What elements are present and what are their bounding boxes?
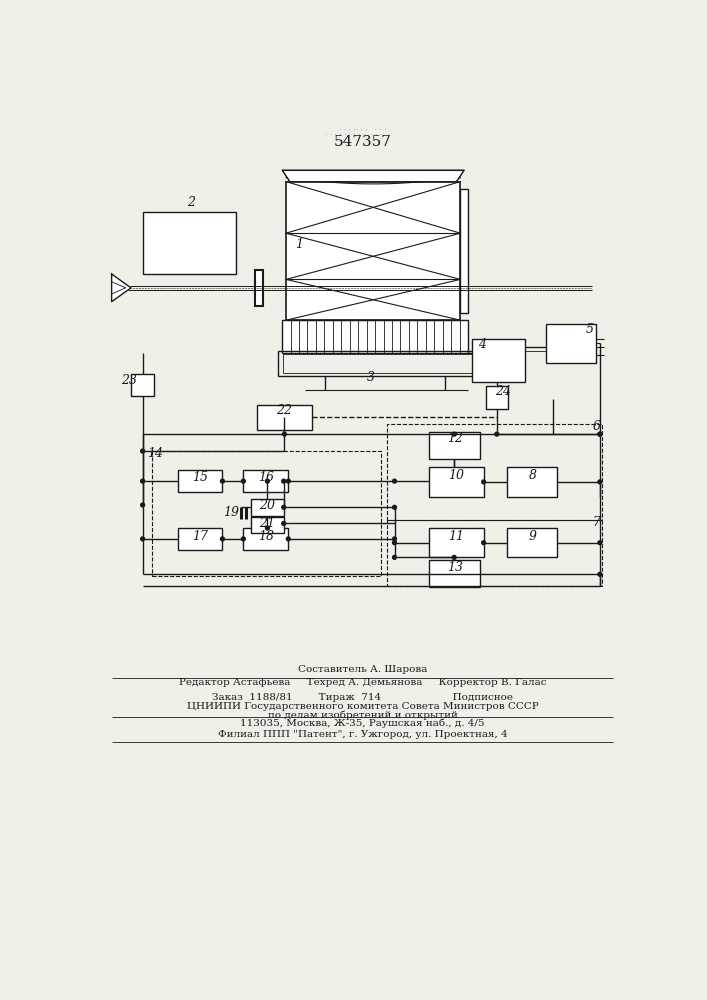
Text: Редактор Астафьева     Техред А. Демьянова     Корректор В. Галас: Редактор Астафьева Техред А. Демьянова К…	[179, 678, 547, 687]
Bar	[283, 354, 489, 373]
Circle shape	[265, 479, 269, 483]
Text: 3: 3	[367, 371, 375, 384]
Polygon shape	[112, 274, 131, 302]
Bar	[286, 182, 460, 320]
Bar	[507, 528, 557, 557]
Circle shape	[452, 432, 456, 436]
Text: 12: 12	[447, 432, 463, 445]
Bar	[387, 520, 602, 586]
Text: Составитель А. Шарова: Составитель А. Шарова	[298, 665, 428, 674]
Text: 9: 9	[528, 530, 537, 543]
Text: 22: 22	[276, 404, 293, 417]
Text: 13: 13	[447, 561, 463, 574]
Text: 17: 17	[192, 530, 208, 543]
Circle shape	[598, 480, 602, 484]
Circle shape	[598, 432, 602, 436]
Bar	[251, 499, 284, 516]
Bar	[243, 470, 288, 492]
Text: 15: 15	[192, 471, 208, 484]
Bar	[131, 374, 154, 396]
Bar	[177, 470, 223, 492]
Text: 14: 14	[147, 447, 163, 460]
Bar	[257, 405, 312, 430]
Text: ЦНИИПИ Государственного комитета Совета Министров СССР: ЦНИИПИ Государственного комитета Совета …	[187, 702, 539, 711]
Circle shape	[283, 432, 286, 436]
Bar	[152, 451, 380, 576]
Bar	[143, 212, 235, 274]
Circle shape	[221, 537, 224, 541]
Text: · · · · · · · · ·  · · ·: · · · · · · · · · · · ·	[325, 131, 382, 140]
Circle shape	[392, 541, 397, 545]
Circle shape	[281, 479, 286, 483]
Text: 11: 11	[448, 530, 464, 543]
Circle shape	[241, 479, 245, 483]
Bar	[486, 386, 508, 409]
Text: Филиал ППП "Патент", г. Ужгород, ул. Проектная, 4: Филиал ППП "Патент", г. Ужгород, ул. Про…	[218, 730, 508, 739]
Bar	[546, 324, 596, 363]
Circle shape	[598, 432, 602, 436]
Circle shape	[141, 449, 144, 453]
Text: 5: 5	[586, 323, 594, 336]
Bar	[429, 560, 480, 587]
Text: 20: 20	[259, 499, 276, 512]
Circle shape	[392, 479, 397, 483]
Bar	[282, 320, 468, 353]
Text: 19: 19	[223, 506, 239, 519]
Circle shape	[141, 503, 144, 507]
Text: 10: 10	[448, 469, 464, 482]
Bar	[429, 466, 484, 497]
Circle shape	[286, 537, 291, 541]
Bar	[460, 189, 468, 312]
Text: 547357: 547357	[334, 135, 392, 149]
Polygon shape	[282, 170, 464, 182]
Circle shape	[286, 479, 291, 483]
Circle shape	[221, 479, 224, 483]
Circle shape	[392, 505, 397, 509]
Bar	[507, 466, 557, 497]
Text: 18: 18	[258, 530, 274, 543]
Text: 23: 23	[121, 374, 136, 387]
Text: 16: 16	[258, 471, 274, 484]
Text: 1: 1	[296, 238, 303, 251]
Circle shape	[392, 537, 397, 541]
Bar	[429, 528, 484, 557]
Bar	[177, 528, 223, 550]
Circle shape	[241, 537, 245, 541]
Circle shape	[481, 541, 486, 545]
Circle shape	[481, 480, 486, 484]
Circle shape	[281, 522, 286, 525]
Text: Заказ  1188/81        Тираж  714                      Подписное: Заказ 1188/81 Тираж 714 Подписное	[212, 693, 513, 702]
Text: · · · ·· · ·   · · ·: · · · ·· · · · · ·	[339, 126, 387, 135]
Text: 4: 4	[478, 338, 486, 351]
Text: по делам изобретений и открытий: по делам изобретений и открытий	[268, 710, 457, 720]
Circle shape	[392, 555, 397, 559]
Bar	[429, 432, 480, 459]
Circle shape	[281, 505, 286, 509]
Circle shape	[598, 541, 602, 545]
Circle shape	[265, 526, 269, 530]
Circle shape	[141, 479, 144, 483]
Text: 6: 6	[592, 420, 601, 433]
Bar	[251, 517, 284, 533]
Circle shape	[452, 555, 456, 559]
Text: 7: 7	[592, 516, 601, 529]
Text: 2: 2	[187, 196, 194, 209]
Bar	[472, 339, 525, 382]
Text: 21: 21	[259, 517, 276, 530]
Circle shape	[141, 537, 144, 541]
Circle shape	[598, 572, 602, 576]
Bar	[243, 528, 288, 550]
Bar	[255, 270, 263, 306]
Text: 113035, Москва, Ж-35, Раушская наб., д. 4/5: 113035, Москва, Ж-35, Раушская наб., д. …	[240, 719, 485, 728]
Circle shape	[495, 432, 498, 436]
Bar	[279, 351, 493, 376]
Bar	[387, 424, 602, 520]
Text: 24: 24	[495, 385, 511, 398]
Text: 8: 8	[528, 469, 537, 482]
